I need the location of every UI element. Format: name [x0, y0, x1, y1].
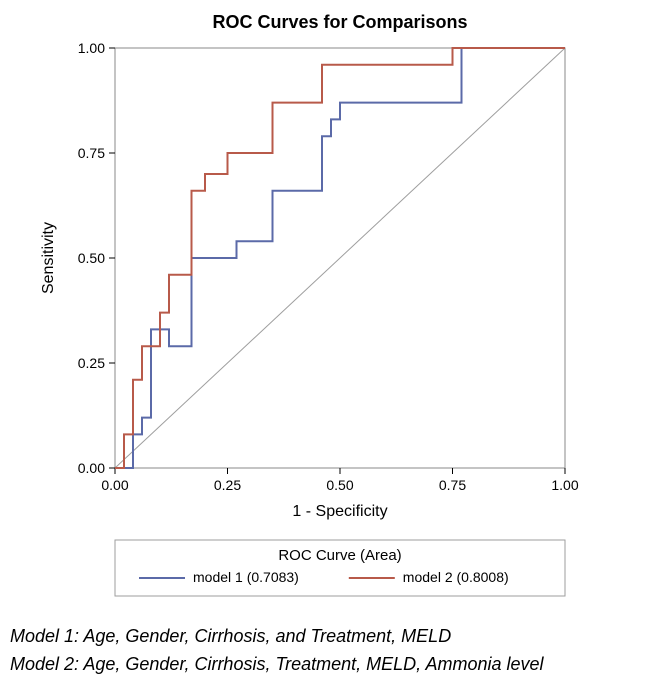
y-tick-label: 1.00: [78, 40, 105, 56]
x-tick-label: 0.75: [439, 477, 466, 493]
y-axis-label: Sensitivity: [40, 222, 57, 294]
x-tick-label: 0.50: [326, 477, 353, 493]
model1-note: Model 1: Age, Gender, Cirrhosis, and Tre…: [10, 626, 451, 647]
y-tick-label: 0.00: [78, 460, 105, 476]
y-tick-label: 0.75: [78, 145, 105, 161]
x-axis-label: 1 - Specificity: [292, 503, 387, 520]
legend-label-model1: model 1 (0.7083): [193, 569, 299, 585]
x-tick-label: 1.00: [551, 477, 578, 493]
x-tick-label: 0.00: [101, 477, 128, 493]
y-tick-label: 0.25: [78, 355, 105, 371]
legend-label-model2: model 2 (0.8008): [403, 569, 509, 585]
model2-note: Model 2: Age, Gender, Cirrhosis, Treatme…: [10, 654, 544, 675]
y-tick-label: 0.50: [78, 250, 105, 266]
roc-chart: ROC Curves for Comparisons 0.00 0.25 0.50 0.…: [0, 0, 646, 690]
legend-title: ROC Curve (Area): [278, 547, 401, 564]
chart-title: ROC Curves for Comparisons: [212, 12, 467, 32]
x-tick-label: 0.25: [214, 477, 241, 493]
figure-container: ROC Curves for Comparisons 0.00 0.25 0.50 0.…: [0, 0, 646, 690]
